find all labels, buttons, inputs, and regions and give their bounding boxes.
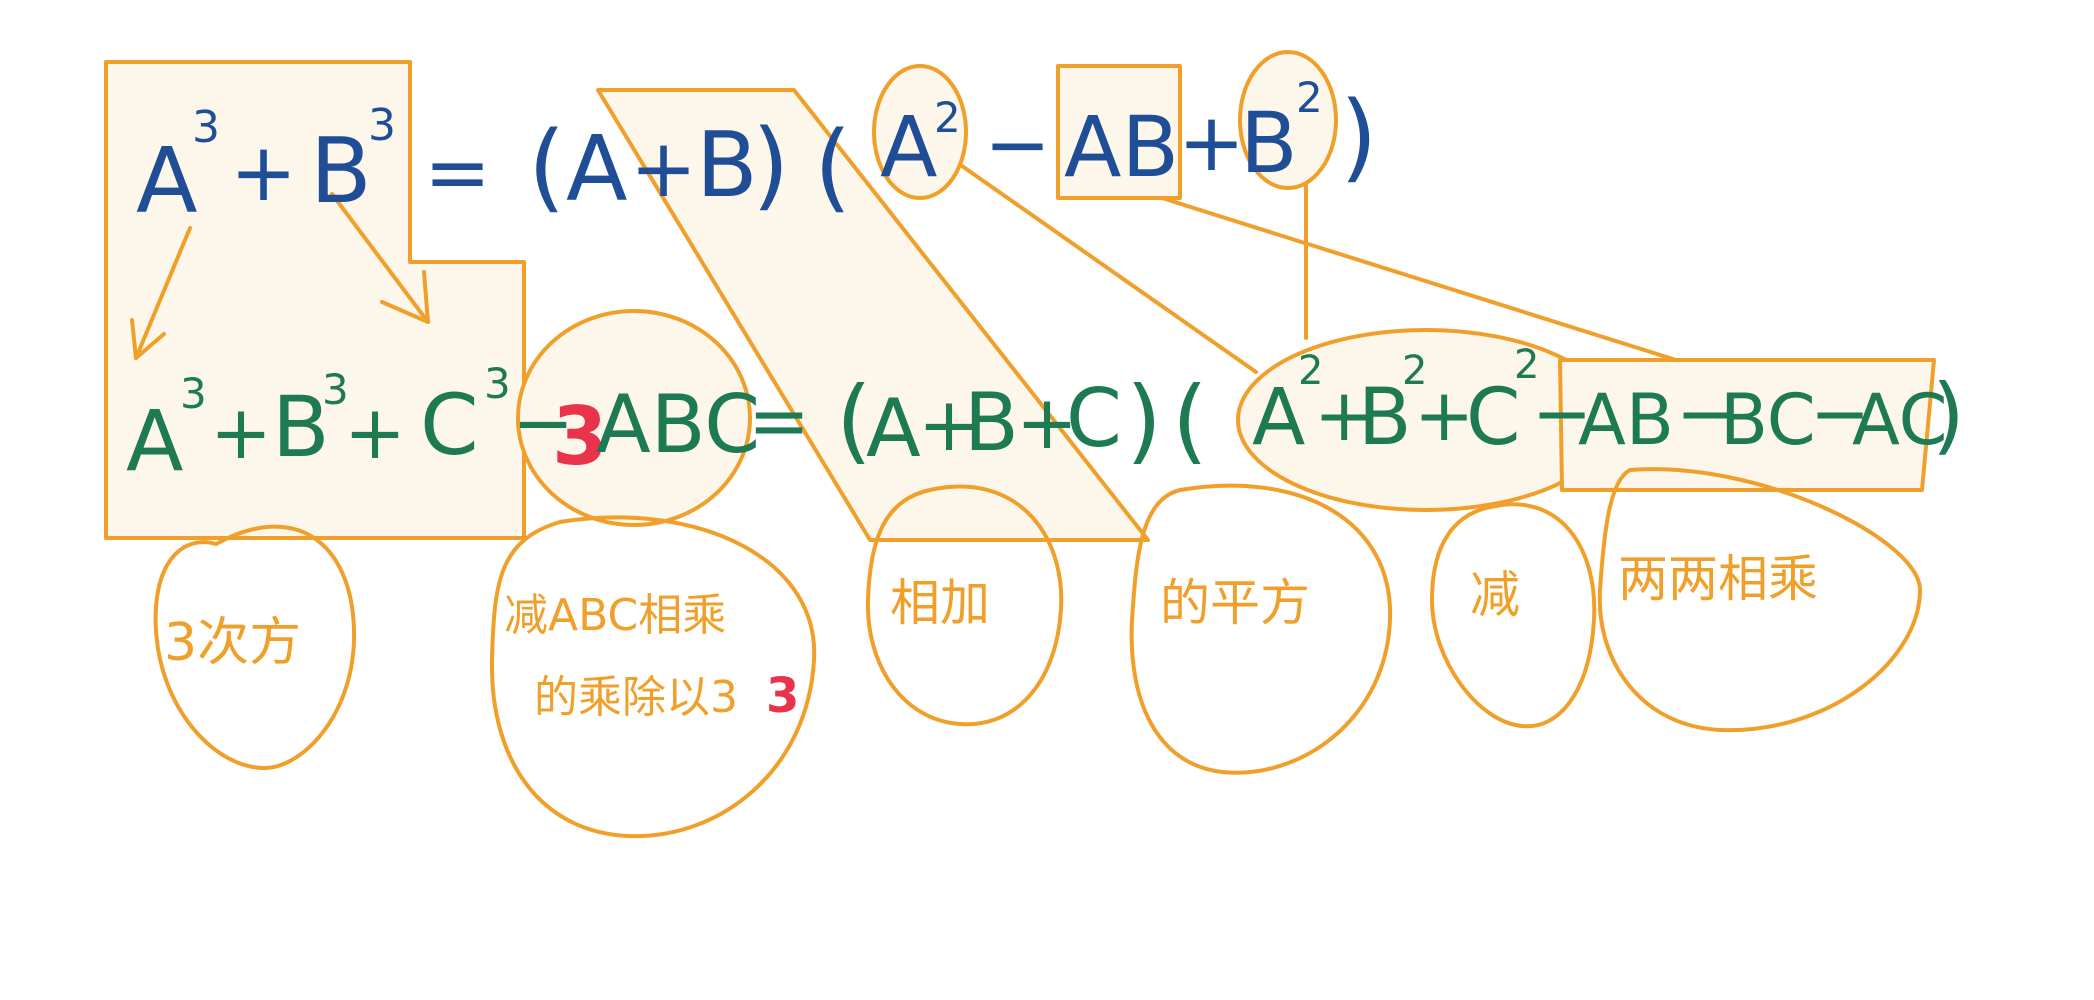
top-b: B [310,119,372,224]
top-a-3: A [880,98,937,196]
bottom-ac: AC [1852,379,1948,461]
bottom-equals: = [748,378,810,464]
bottom-plus-3: + [918,382,980,468]
bubble-square [1129,483,1393,775]
annotation-minus: 减 [1470,566,1520,624]
bottom-a: A [126,392,183,490]
annotation-square: 的平方 [1160,574,1310,632]
bottom-open-paren-1: ( [836,367,872,474]
top-open-paren-2: ( [814,111,851,223]
b-squared-circle [1238,50,1338,190]
bottom-c-3: C [1466,373,1520,463]
bottom-c-exponent: 3 [484,359,511,408]
top-close-paren-2: ) [1340,81,1377,193]
top-plus-1: + [230,126,297,219]
annotation-cubed: 3次方 [164,613,301,673]
arrow-b-cube [330,192,430,324]
top-equals: = [424,126,491,219]
bottom-b: B [272,378,330,476]
bubble-minus [1430,502,1597,729]
pairwise-box [1558,358,1936,492]
connector-a-squared [960,164,1258,374]
bottom-minus-4: − [1810,371,1870,455]
top-a: A [136,129,198,234]
top-b-exponent: 3 [368,100,396,151]
bottom-plus-6: + [1414,373,1474,457]
bottom-a-3: A [1252,373,1305,463]
top-a-3-exponent: 2 [934,93,961,142]
annotation-pairwise-product: 两两相乘 [1618,550,1818,608]
annotation-subtract-abc-coef: 3 [766,668,799,724]
bottom-minus-2: − [1532,371,1592,455]
bottom-ab: AB [1578,379,1674,461]
bottom-plus-1: + [210,390,272,476]
arrow-a-cube [130,226,192,360]
bottom-b-2: B [964,376,1019,469]
bubble-cubed [153,524,357,771]
a-squared-circle [872,64,968,200]
top-ab: AB [1064,98,1179,196]
bubble-add [865,484,1064,727]
top-plus-2: + [630,122,697,215]
bottom-plus-2: + [344,390,406,476]
bottom-c-3-exponent: 2 [1514,342,1539,388]
annotation-subtract-abc-line2: 的乘除以3 [534,672,738,723]
top-b-3: B [1240,94,1298,192]
abc-circle [516,309,752,527]
bubble-pairwise [1597,467,1922,733]
bubble-subtract-abc [489,515,817,839]
bottom-coefficient: 3 [552,390,608,483]
bottom-a-exponent: 3 [180,369,207,418]
bottom-c: C [420,376,479,474]
top-close-paren-1: ) [752,109,789,221]
top-a-2: A [566,117,628,222]
ab-box [1056,64,1182,200]
bottom-bc: BC [1720,379,1816,461]
bottom-close-paren-1: ) [1126,367,1162,474]
top-plus-3: + [1178,96,1245,189]
top-minus-1: − [984,98,1051,191]
connector-ab [1160,196,1678,362]
bottom-a-3-exponent: 2 [1298,348,1323,394]
bottom-b-3: B [1358,373,1412,463]
bottom-b-exponent: 3 [322,365,349,414]
bottom-minus-1: − [512,380,574,466]
top-a-exponent: 3 [192,102,220,153]
cube-terms-highlight [104,60,526,540]
bottom-minus-3: − [1676,371,1736,455]
top-b-2: B [696,113,758,218]
bottom-plus-4: + [1016,380,1078,466]
bottom-a-2: A [866,382,921,475]
top-open-paren-1: ( [528,111,565,223]
annotation-add: 相加 [890,574,990,632]
bottom-c-2: C [1066,372,1122,465]
bottom-open-paren-2: ( [1172,367,1208,474]
top-b-3-exponent: 2 [1296,73,1323,122]
annotation-subtract-abc-line1: 减ABC相乘 [504,590,726,641]
sum-terms-highlight [596,88,1150,542]
bottom-b-3-exponent: 2 [1402,348,1427,394]
bottom-close-paren-2: ) [1932,366,1965,464]
bottom-plus-5: + [1314,373,1374,457]
bottom-abc: ABC [596,378,760,471]
